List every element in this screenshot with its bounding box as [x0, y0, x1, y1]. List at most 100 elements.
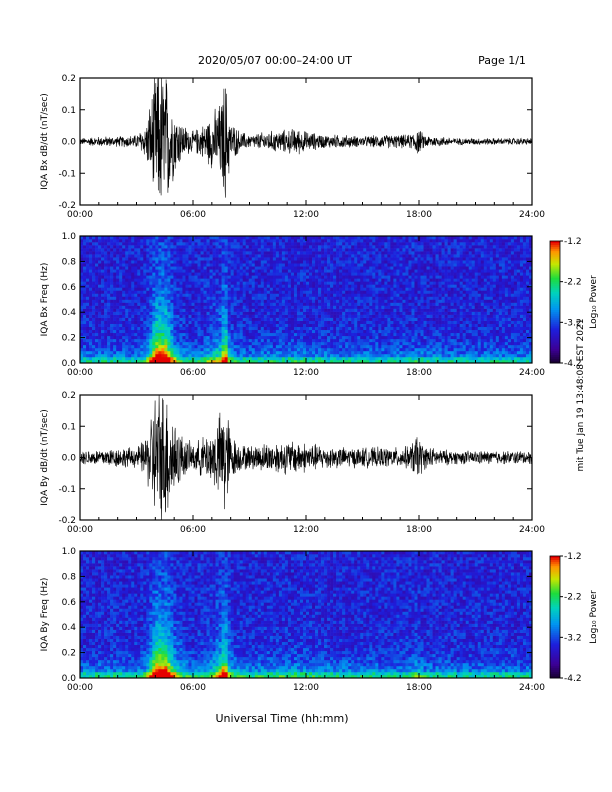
spectrogram-cell — [275, 317, 280, 321]
spectrogram-cell — [269, 266, 274, 270]
spectrogram-cell — [306, 260, 310, 264]
spectrogram-cell — [345, 338, 349, 343]
spectrogram-cell — [411, 257, 415, 261]
spectrogram-cell — [104, 323, 108, 328]
spectrogram-cell — [296, 254, 301, 258]
spectrogram-cell — [107, 320, 111, 324]
spectrogram-cell — [227, 242, 231, 246]
spectrogram-cell — [131, 335, 135, 340]
spectrogram-cell — [191, 317, 195, 321]
spectrogram-cell — [284, 281, 289, 285]
spectrogram-cell — [396, 296, 400, 300]
spectrogram-cell — [396, 356, 400, 361]
spectrogram-cell — [113, 245, 117, 249]
spectrogram-cell — [390, 317, 394, 321]
spectrogram-cell — [402, 359, 406, 364]
spectrogram-cell — [110, 359, 114, 364]
spectrogram-cell — [116, 284, 120, 288]
spectrogram-cell — [185, 338, 189, 343]
spectrogram-cell — [333, 338, 337, 343]
spectrogram-cell — [224, 347, 228, 352]
spectrogram-cell — [170, 245, 174, 249]
spectrogram-cell — [369, 272, 373, 276]
spectrogram-cell — [173, 266, 177, 270]
spectrogram-cell — [134, 284, 138, 288]
spectrogram-cell — [278, 236, 283, 240]
spectrogram-cell — [203, 260, 207, 264]
spectrogram-cell — [197, 317, 201, 321]
spectrogram-cell — [173, 341, 177, 346]
spectrogram-cell — [357, 305, 361, 309]
spectrogram-cell — [215, 251, 219, 255]
spectrogram-cell — [233, 245, 237, 249]
spectrogram-cell — [131, 275, 135, 279]
spectrogram-cell — [348, 308, 352, 312]
spectrogram-cell — [381, 272, 385, 276]
spectrogram-cell — [342, 317, 346, 321]
spectrogram-cell — [327, 245, 331, 249]
spectrogram-cell — [399, 317, 403, 321]
spectrogram-cell — [366, 299, 370, 303]
spectrogram-cell — [203, 245, 207, 249]
spectrogram-cell — [312, 263, 316, 267]
spectrogram-cell — [336, 236, 340, 240]
spectrogram-cell — [296, 299, 301, 303]
spectrogram-cell — [384, 275, 388, 279]
spectrogram-cell — [420, 299, 424, 303]
spectrogram-cell — [266, 320, 271, 324]
spectrogram-cell — [263, 302, 268, 306]
spectrogram-cell — [315, 356, 319, 361]
spectrogram-cell — [269, 296, 274, 300]
spectrogram-cell — [80, 278, 84, 282]
spectrogram-cell — [149, 242, 153, 246]
spectrogram-cell — [200, 281, 204, 285]
spectrogram-cell — [290, 275, 295, 279]
spectrogram-cell — [293, 296, 298, 300]
spectrogram-cell — [306, 254, 310, 258]
spectrogram-cell — [429, 242, 433, 246]
spectrogram-cell — [426, 302, 430, 306]
spectrogram-cell — [348, 305, 352, 309]
spectrogram-cell — [254, 329, 259, 334]
spectrogram-cell — [110, 302, 114, 306]
spectrogram-cell — [423, 293, 427, 297]
spectrogram-cell — [131, 341, 135, 346]
spectrogram-cell — [257, 260, 262, 264]
spectrogram-cell — [330, 254, 334, 258]
spectrogram-cell — [366, 314, 370, 318]
spectrogram-cell — [381, 356, 385, 361]
spectrogram-cell — [348, 359, 352, 364]
spectrogram-cell — [206, 275, 210, 279]
spectrogram-cell — [143, 317, 147, 321]
spectrogram-cell — [107, 248, 111, 252]
spectrogram-cell — [402, 335, 406, 340]
spectrogram-cell — [402, 251, 406, 255]
spectrogram-cell — [360, 356, 364, 361]
spectrogram-cell — [336, 290, 340, 294]
spectrogram-cell — [119, 254, 123, 258]
spectrogram-cell — [125, 281, 129, 285]
spectrogram-cell — [158, 335, 162, 340]
spectrogram-cell — [245, 239, 250, 243]
spectrogram-cell — [227, 296, 231, 300]
spectrogram-cell — [393, 332, 397, 337]
spectrogram-cell — [429, 239, 433, 243]
spectrogram-cell — [429, 320, 433, 324]
spectrogram-cell — [236, 281, 240, 285]
spectrogram-cell — [315, 314, 319, 318]
spectrogram-cell — [176, 260, 180, 264]
spectrogram-cell — [281, 347, 286, 352]
spectrogram-cell — [242, 323, 247, 328]
spectrogram-cell — [143, 359, 147, 364]
spectrogram-cell — [414, 326, 418, 331]
spectrogram-cell — [197, 323, 201, 328]
spectrogram-cell — [173, 305, 177, 309]
spectrogram-cell — [293, 272, 298, 276]
spectrogram-cell — [309, 263, 313, 267]
spectrogram-cell — [360, 296, 364, 300]
spectrogram-cell — [351, 341, 355, 346]
spectrogram-cell — [423, 350, 427, 355]
spectrogram-cell — [281, 317, 286, 321]
spectrogram-cell — [86, 263, 90, 267]
spectrogram-cell — [278, 335, 283, 340]
